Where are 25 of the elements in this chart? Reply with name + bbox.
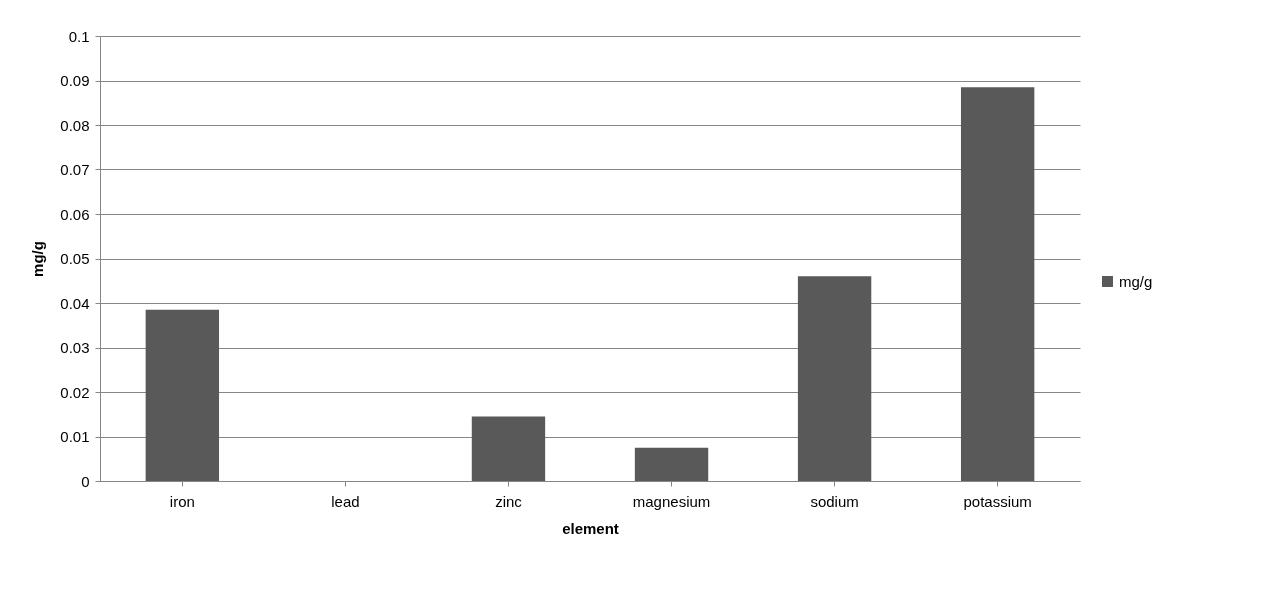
bar [797, 276, 872, 481]
x-tick-label: zinc [495, 492, 523, 510]
x-axis-title: element [562, 519, 619, 537]
y-tick-label: 0.05 [60, 250, 90, 267]
y-tick-label: 0.03 [60, 339, 90, 356]
y-tick-label: 0.08 [60, 116, 90, 134]
y-tick-label: 0.07 [60, 161, 90, 178]
x-tick-label: iron [169, 492, 195, 510]
bar [634, 447, 709, 481]
legend-label: mg/g [1119, 272, 1153, 290]
y-tick-label: 0.02 [60, 383, 90, 401]
y-tick-label: 0 [81, 472, 90, 490]
y-tick-label: 0.09 [60, 72, 90, 89]
y-tick-label: 0.01 [60, 428, 90, 445]
x-tick-label: magnesium [632, 492, 711, 510]
x-tick-label: potassium [963, 492, 1032, 510]
y-axis-title: mg/g [29, 241, 47, 277]
bar [960, 87, 1035, 481]
y-tick-label: 0.04 [60, 294, 90, 312]
y-tick-label: 0.1 [68, 27, 90, 45]
x-tick-label: lead [331, 492, 360, 510]
bar [145, 309, 220, 481]
bar [471, 416, 546, 481]
y-tick-label: 0.06 [60, 205, 90, 223]
x-tick-label: sodium [810, 492, 859, 510]
